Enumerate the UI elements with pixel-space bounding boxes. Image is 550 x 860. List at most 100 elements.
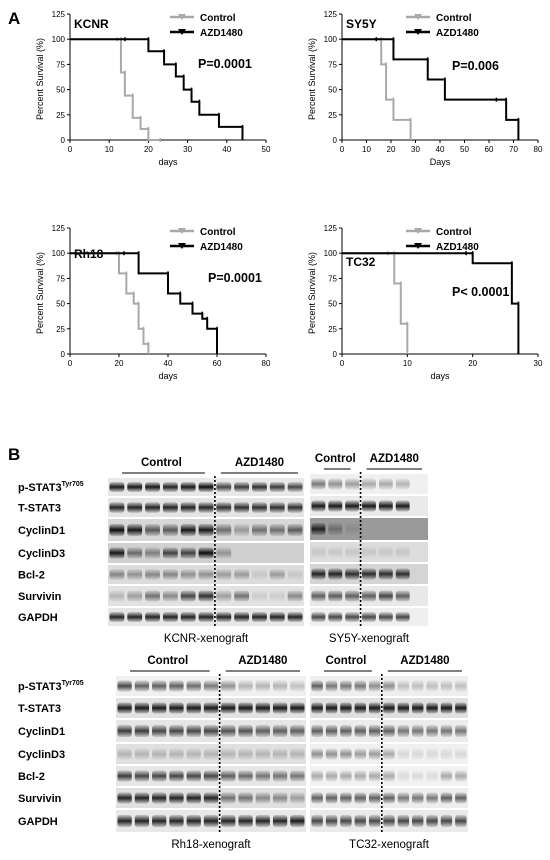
blot-band [216, 523, 232, 537]
blot-band [234, 590, 250, 602]
blot-row [310, 542, 428, 562]
blot-block-3: Control AZD1480 p-STAT3Tyr705 T-STAT3 Cyclin… [18, 655, 306, 851]
blot-band [354, 814, 366, 828]
blot-band [109, 502, 125, 513]
chart-title: TC32 [346, 255, 376, 269]
x-tick-label: 30 [411, 145, 420, 154]
x-tick-label: 0 [68, 359, 73, 368]
blot-band [162, 481, 178, 493]
blot-band [426, 724, 438, 738]
blot-band [340, 770, 352, 782]
blot-band [426, 792, 438, 804]
blot-band [455, 702, 467, 714]
blot-band [395, 590, 410, 602]
blot-band [272, 702, 288, 714]
blot-band [134, 748, 150, 760]
p-value: P=0.0001 [198, 57, 252, 71]
blot-band [455, 814, 467, 828]
x-tick-label: 30 [534, 359, 543, 368]
blot-band [290, 680, 305, 692]
blot-band [272, 680, 288, 692]
blot-row-label: GAPDH [18, 612, 58, 624]
blot-band [180, 569, 196, 580]
group-label-azd1480: AZD1480 [235, 457, 284, 469]
blot-band [152, 724, 167, 738]
legend-label-control: Control [436, 227, 472, 238]
blot-band [145, 547, 160, 559]
blot-band [162, 590, 178, 602]
x-tick-label: 30 [183, 145, 192, 154]
blot-band [395, 611, 410, 623]
blot-band [311, 724, 323, 738]
blot-band [186, 770, 201, 782]
blot-band [311, 680, 323, 692]
x-tick-label: 80 [534, 145, 543, 154]
blot-band [412, 792, 424, 804]
survival-chart-tc32: 0 25 50 75 100 125 0 10 20 30 days Percent Survival… [307, 224, 543, 381]
blot-band [311, 546, 326, 558]
blot-band [395, 546, 410, 558]
blot-band [362, 546, 376, 558]
blot-band [152, 702, 167, 714]
blot-band [203, 792, 219, 804]
blot-band [238, 724, 253, 738]
blot-row-label: p-STAT3Tyr705 [18, 481, 84, 494]
blot-band [368, 814, 381, 828]
x-tick-label: 0 [68, 145, 73, 154]
blot-caption: KCNR-xenograft [164, 633, 249, 645]
blot-row: Bcl-2 [18, 565, 304, 584]
blot-band [440, 702, 453, 714]
blot-band [383, 770, 395, 782]
y-tick-label: 125 [324, 224, 338, 233]
blot-band [290, 724, 305, 738]
blot-row: CyclinD1 [18, 519, 304, 541]
blot-row [310, 496, 428, 516]
blot-band [455, 680, 467, 692]
blot-band [354, 680, 366, 692]
series-line-azd1480 [342, 252, 520, 354]
blot-band [395, 478, 410, 490]
blot-band [234, 502, 250, 513]
blot-band [345, 478, 360, 490]
blot-band [152, 814, 167, 828]
blot-row-label: CyclinD3 [18, 548, 65, 560]
legend-label-azd1480: AZD1480 [200, 242, 243, 253]
blot-band [234, 481, 250, 493]
series-line-azd1480 [70, 38, 244, 140]
blot-band [340, 680, 352, 692]
blot-row-label: T-STAT3 [18, 703, 61, 715]
blot-band [397, 792, 410, 804]
p-value: P=0.006 [452, 59, 499, 73]
y-tick-label: 125 [52, 10, 66, 19]
blot-row: CyclinD3 [18, 744, 306, 764]
blot-band [186, 702, 201, 714]
blot-band [145, 590, 160, 602]
blot-band [378, 611, 393, 623]
blot-band [325, 792, 338, 804]
blot-row-label: Bcl-2 [18, 570, 45, 582]
blot-row: CyclinD1 [18, 720, 306, 742]
series-line-azd1480 [342, 38, 520, 140]
blot-band [378, 590, 393, 602]
blot-band [269, 502, 285, 513]
blot-band [169, 770, 184, 782]
blot-band [255, 792, 270, 804]
y-tick-label: 50 [328, 300, 337, 309]
chart-title: SY5Y [346, 17, 377, 31]
blot-band [311, 814, 323, 828]
western-blots: Control AZD1480 p-STAT3Tyr705 T-STAT3 Cyclin… [18, 453, 468, 851]
blot-band [368, 748, 381, 760]
blot-row [310, 810, 468, 832]
blot-band [252, 523, 267, 537]
blot-band [198, 523, 214, 537]
blot-row: GAPDH [18, 608, 304, 626]
blot-band [198, 547, 214, 559]
series-line-azd1480 [70, 252, 218, 354]
blot-band [397, 680, 410, 692]
blot-band [362, 478, 376, 490]
blot-band [395, 568, 410, 580]
blot-row: T-STAT3 [18, 498, 304, 517]
blot-band [290, 770, 305, 782]
